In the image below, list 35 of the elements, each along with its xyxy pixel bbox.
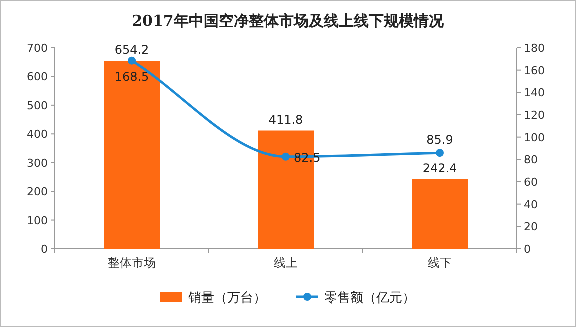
- legend-label: 销量（万台）: [188, 291, 266, 306]
- y-tick-label: 700: [27, 42, 48, 55]
- y2-tick-label: 140: [524, 86, 545, 100]
- data-label: 82.5: [294, 150, 321, 165]
- data-label: 85.9: [426, 133, 454, 148]
- y2-tick-label: 0: [524, 243, 531, 256]
- data-label: 242.4: [422, 161, 458, 176]
- chart-title: 2017年中国空净整体市场及线上线下规模情况: [132, 12, 445, 30]
- x-tick-label: 整体市场: [108, 256, 156, 270]
- y2-tick-label: 40: [524, 198, 538, 212]
- y-tick-label: 0: [41, 243, 48, 256]
- x-tick-label: 线上: [274, 256, 298, 270]
- legend-label: 零售额（亿元）: [324, 291, 416, 306]
- y-tick-label: 500: [27, 99, 48, 112]
- y-tick-label: 100: [27, 214, 48, 228]
- point: [436, 149, 444, 158]
- y2-tick-label: 60: [524, 176, 538, 189]
- y2-tick-label: 180: [524, 42, 545, 55]
- y-tick-label: 600: [27, 70, 48, 84]
- x-tick-label: 线下: [428, 256, 452, 270]
- y2-tick-label: 20: [524, 220, 538, 234]
- y2-tick-label: 160: [524, 64, 545, 78]
- data-label: 411.8: [268, 112, 304, 127]
- y-tick-label: 300: [27, 156, 48, 170]
- point: [282, 152, 290, 161]
- y-tick-label: 200: [27, 186, 48, 199]
- data-label: 168.5: [114, 70, 150, 84]
- y-tick-label: 400: [27, 128, 48, 142]
- data-label: 654.2: [114, 43, 150, 58]
- point: [128, 56, 136, 65]
- y2-tick-label: 120: [524, 109, 545, 122]
- bar: [412, 179, 468, 249]
- y2-tick-label: 80: [524, 154, 538, 167]
- bar: [104, 61, 160, 249]
- y2-tick-label: 100: [524, 131, 545, 144]
